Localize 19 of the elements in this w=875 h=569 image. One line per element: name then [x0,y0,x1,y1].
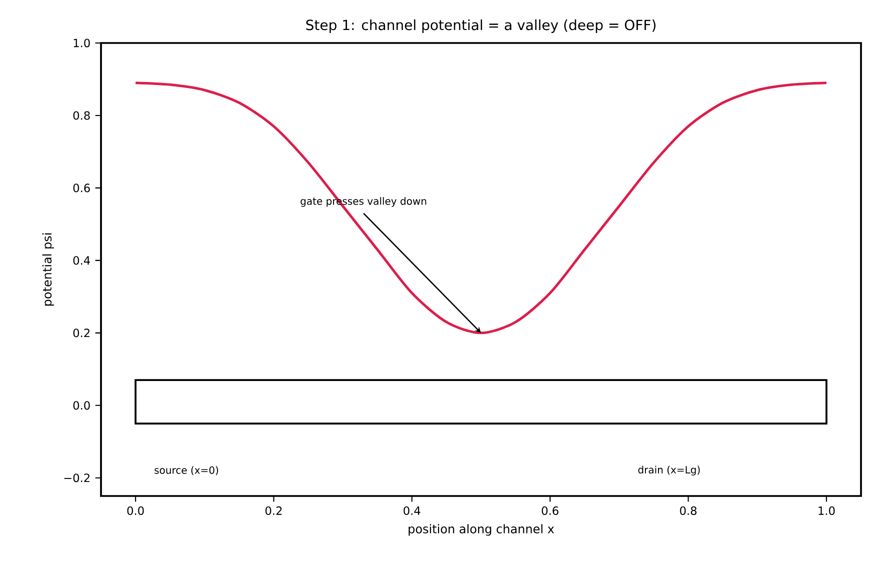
y-tick-label: 0.8 [73,111,90,120]
x-tick-label: 1.0 [818,506,835,515]
x-axis-title: position along channel x [408,524,554,536]
y-tick-label: 0.0 [73,401,90,410]
x-tick-label: 0.6 [542,506,558,515]
y-tick-label: −0.2 [64,474,90,482]
chart-title: Step 1: channel potential = a valley (deep = OFF) [306,19,656,33]
x-tick-label: 0.8 [680,506,697,515]
annotation: drain (x=Lg) [638,466,700,476]
y-tick-label: 1.0 [74,38,90,48]
y-axis-title: potential psi [42,233,54,306]
x-tick-label: 0.4 [404,506,420,515]
line-series [134,82,828,334]
y-tick-label: 0.6 [73,184,90,192]
x-tick-label: 0.2 [265,506,282,515]
y-tick-label: 0.4 [73,256,90,265]
y-tick-label: 0.2 [73,328,90,338]
annotation: source (x=0) [154,466,218,476]
x-tick-label: 0.0 [127,506,144,515]
